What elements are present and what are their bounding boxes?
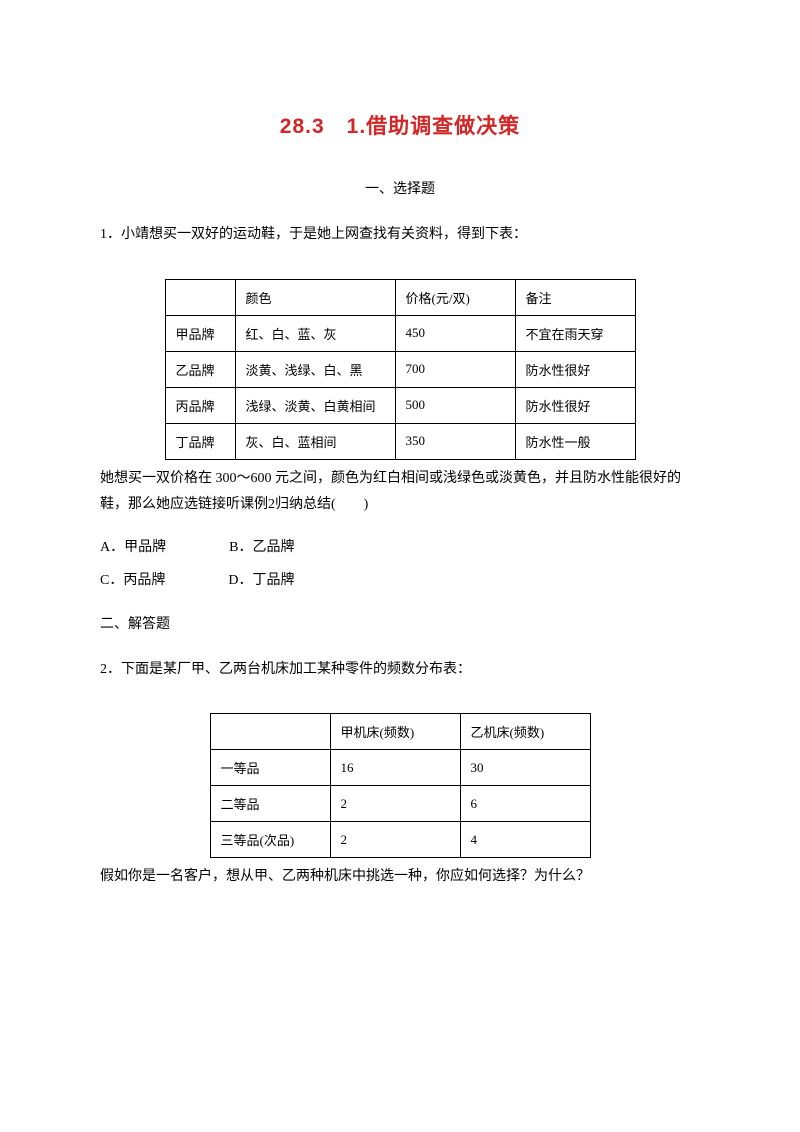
table-row: 一等品 16 30 [210, 750, 590, 786]
table-cell: 二等品 [210, 786, 330, 822]
table-row: 三等品(次品) 2 4 [210, 822, 590, 858]
options-row-2: C．丙品牌 D．丁品牌 [100, 564, 700, 598]
table-cell: 红、白、蓝、灰 [235, 315, 395, 351]
table-cell: 乙机床(频数) [460, 714, 590, 750]
table-cell: 淡黄、浅绿、白、黑 [235, 351, 395, 387]
table-row: 甲机床(频数) 乙机床(频数) [210, 714, 590, 750]
table-cell: 防水性很好 [515, 387, 635, 423]
table-cell: 500 [395, 387, 515, 423]
table-cell: 350 [395, 423, 515, 459]
table-cell: 不宜在雨天穿 [515, 315, 635, 351]
table-cell: 6 [460, 786, 590, 822]
table-cell [165, 279, 235, 315]
table-cell [210, 714, 330, 750]
q1-options: A．甲品牌 B．乙品牌 C．丙品牌 D．丁品牌 [100, 531, 700, 598]
q1-tail: 她想买一双价格在 300～600 元之间，颜色为红白相间或浅绿色或淡黄色，并且防… [100, 466, 700, 519]
page-content: 28.3 1.借助调查做决策 一、选择题 1．小靖想买一双好的运动鞋，于是她上网… [0, 0, 800, 931]
table-row: 丙品牌 浅绿、淡黄、白黄相间 500 防水性很好 [165, 387, 635, 423]
q2-tail: 假如你是一名客户，想从甲、乙两种机床中挑选一种，你应如何选择？为什么？ [100, 864, 700, 891]
table-cell: 一等品 [210, 750, 330, 786]
q2-intro: 2．下面是某厂甲、乙两台机床加工某种零件的频数分布表： [100, 657, 700, 684]
table-brands: 颜色 价格(元/双) 备注 甲品牌 红、白、蓝、灰 450 不宜在雨天穿 乙品牌… [165, 279, 636, 460]
table-cell: 2 [330, 786, 460, 822]
table-cell: 颜色 [235, 279, 395, 315]
table-cell: 灰、白、蓝相间 [235, 423, 395, 459]
table-cell: 甲品牌 [165, 315, 235, 351]
table-cell: 丙品牌 [165, 387, 235, 423]
table-row: 丁品牌 灰、白、蓝相间 350 防水性一般 [165, 423, 635, 459]
options-row-1: A．甲品牌 B．乙品牌 [100, 531, 700, 565]
table-cell: 价格(元/双) [395, 279, 515, 315]
q1-intro: 1．小靖想买一双好的运动鞋，于是她上网查找有关资料，得到下表： [100, 222, 700, 249]
table-row: 乙品牌 淡黄、浅绿、白、黑 700 防水性很好 [165, 351, 635, 387]
table-cell: 防水性一般 [515, 423, 635, 459]
document-title: 28.3 1.借助调查做决策 [100, 110, 700, 140]
section-b-heading: 二、解答题 [100, 612, 700, 639]
section-a-heading: 一、选择题 [100, 178, 700, 198]
table-cell: 4 [460, 822, 590, 858]
table-cell: 乙品牌 [165, 351, 235, 387]
table-cell: 防水性很好 [515, 351, 635, 387]
table-cell: 备注 [515, 279, 635, 315]
table-row: 颜色 价格(元/双) 备注 [165, 279, 635, 315]
table-cell: 16 [330, 750, 460, 786]
table-cell: 450 [395, 315, 515, 351]
table-machines: 甲机床(频数) 乙机床(频数) 一等品 16 30 二等品 2 6 三等品(次品… [210, 713, 591, 858]
table-cell: 浅绿、淡黄、白黄相间 [235, 387, 395, 423]
table-cell: 三等品(次品) [210, 822, 330, 858]
table-cell: 丁品牌 [165, 423, 235, 459]
table-cell: 30 [460, 750, 590, 786]
table-row: 甲品牌 红、白、蓝、灰 450 不宜在雨天穿 [165, 315, 635, 351]
table-cell: 700 [395, 351, 515, 387]
table-cell: 2 [330, 822, 460, 858]
table-cell: 甲机床(频数) [330, 714, 460, 750]
table-row: 二等品 2 6 [210, 786, 590, 822]
